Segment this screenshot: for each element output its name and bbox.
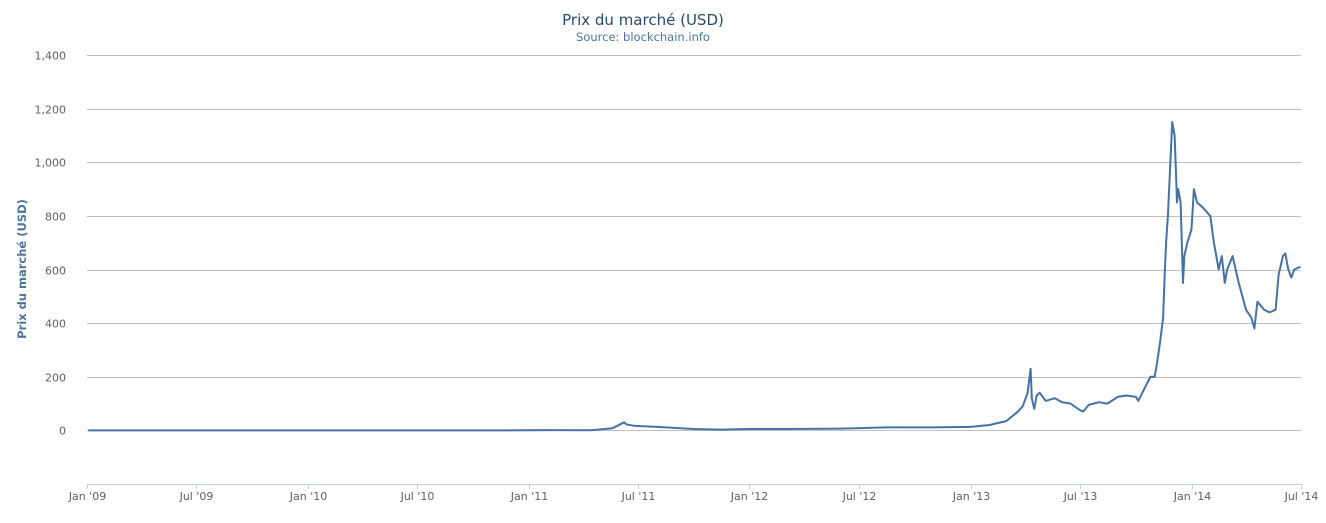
x-axis: Jan '09 Jul '09 Jan '10 Jul '10 Jan '11 Jul '… [68, 484, 1319, 503]
price-series-line [88, 121, 1301, 432]
x-tick-label: Jul '09 [179, 490, 214, 503]
chart-title: Prix du marché (USD) [562, 11, 724, 29]
plot-area [88, 121, 1301, 432]
x-tick-label: Jul '11 [621, 490, 656, 503]
x-tick-label: Jan '11 [510, 490, 548, 503]
x-tick-label: Jan '09 [68, 490, 106, 503]
x-tick-label: Jul '12 [842, 490, 877, 503]
y-axis-tick-labels: 0 200 400 600 800 1,000 1,200 1,400 [35, 50, 67, 438]
y-tick-label: 0 [59, 425, 66, 438]
y-tick-label: 600 [45, 265, 66, 278]
x-tick-label: Jan '14 [1173, 490, 1211, 503]
x-tick-label: Jan '12 [730, 490, 768, 503]
y-tick-label: 200 [45, 372, 66, 385]
chart-subtitle: Source: blockchain.info [576, 30, 710, 44]
x-tick-label: Jul '13 [1063, 490, 1098, 503]
y-axis-label: Prix du marché (USD) [15, 199, 29, 339]
y-tick-label: 400 [45, 318, 66, 331]
x-tick-label: Jan '10 [289, 490, 327, 503]
y-tick-label: 800 [45, 211, 66, 224]
x-tick-label: Jul '10 [400, 490, 435, 503]
x-tick-label: Jan '13 [952, 490, 990, 503]
x-tick-label: Jul '14 [1284, 490, 1319, 503]
y-gridlines [87, 55, 1301, 431]
y-tick-label: 1,400 [35, 50, 67, 63]
y-tick-label: 1,000 [35, 157, 67, 170]
y-tick-label: 1,200 [35, 104, 67, 117]
